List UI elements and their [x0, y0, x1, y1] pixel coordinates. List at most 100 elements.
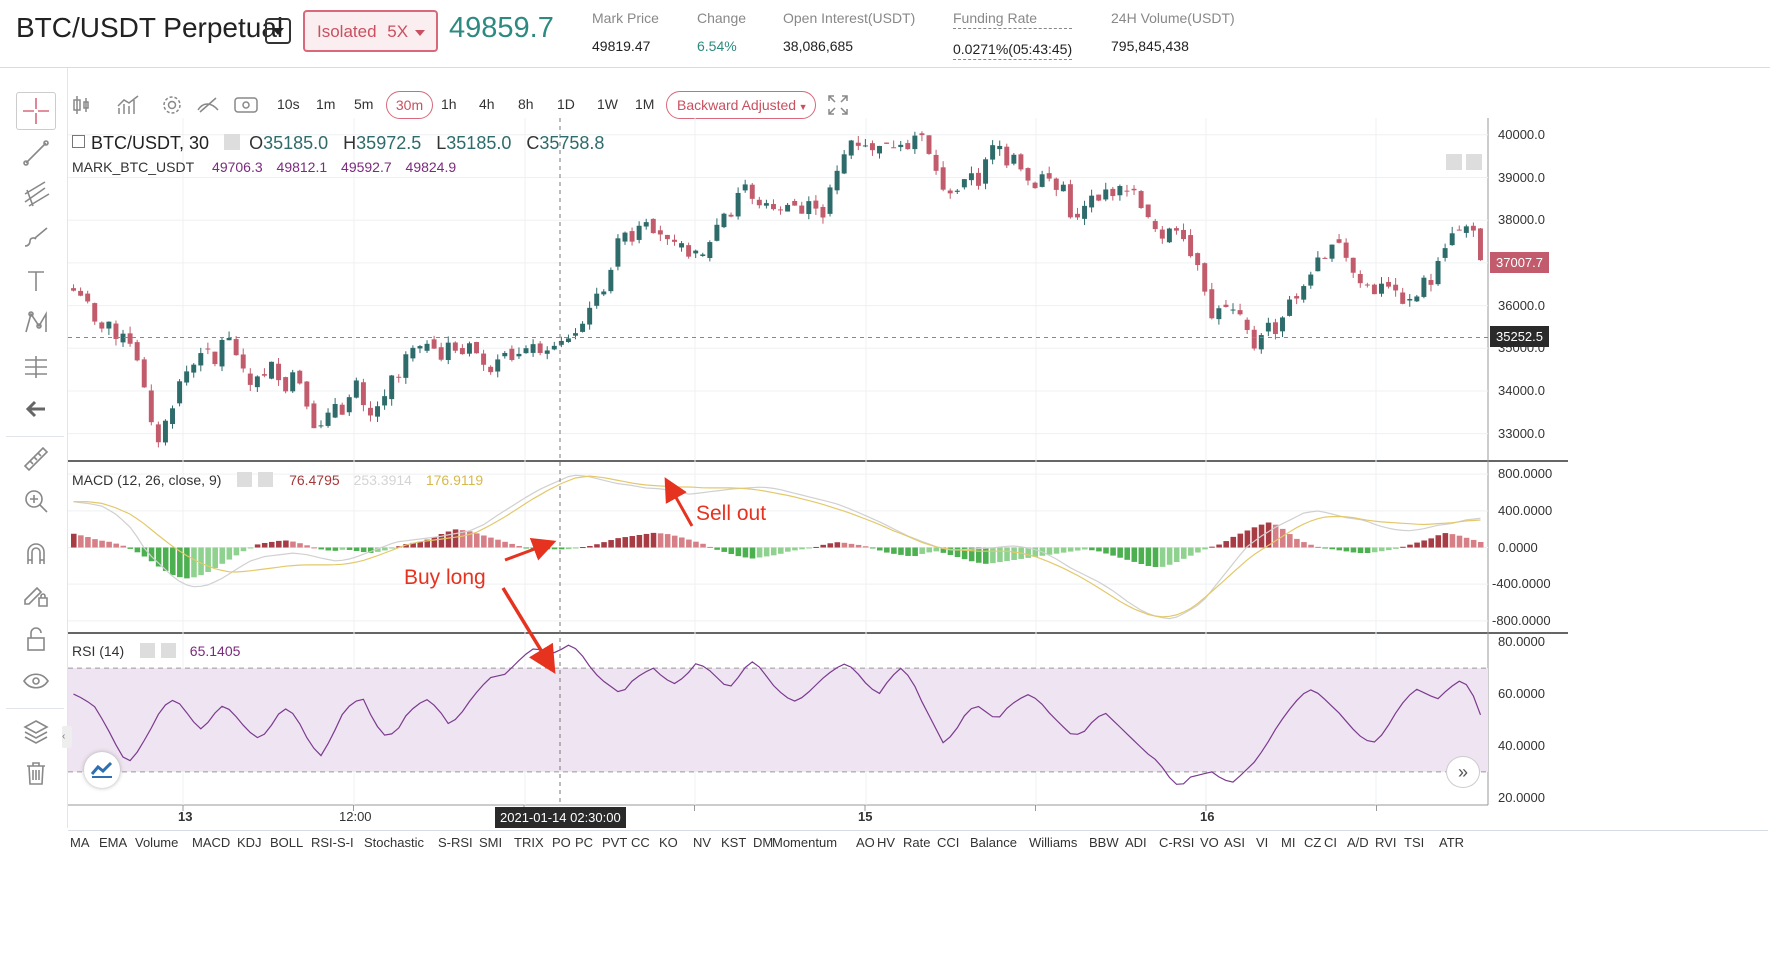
- indicator-momentum[interactable]: Momentum: [772, 835, 838, 850]
- crosshair-icon[interactable]: [16, 92, 56, 130]
- trend-line-icon[interactable]: [16, 134, 56, 172]
- scale-down-icon[interactable]: [1446, 154, 1462, 170]
- indicator-trix[interactable]: TRIX: [514, 835, 544, 850]
- settings-icon[interactable]: [224, 134, 241, 150]
- timeframe-30m[interactable]: 30m: [386, 91, 433, 119]
- indicator-s-rsi[interactable]: S-RSI: [438, 835, 473, 850]
- indicator-rvi[interactable]: RVI: [1375, 835, 1397, 850]
- indicator-adi[interactable]: ADI: [1125, 835, 1147, 850]
- timeframe-1h[interactable]: 1h: [441, 96, 457, 112]
- timeframe-1d[interactable]: 1D: [557, 96, 575, 112]
- timeframe-1w[interactable]: 1W: [597, 96, 618, 112]
- lock-drawings-icon[interactable]: [16, 576, 56, 614]
- fullscreen-icon[interactable]: [826, 94, 850, 116]
- indicator-stochastic[interactable]: Stochastic: [364, 835, 424, 850]
- close-icon[interactable]: [160, 643, 176, 658]
- timeframe-10s[interactable]: 10s: [277, 96, 300, 112]
- trash-icon[interactable]: [16, 754, 56, 792]
- indicator-pvt[interactable]: PVT: [602, 835, 628, 850]
- visibility-icon[interactable]: [234, 94, 258, 116]
- adjustment-dropdown[interactable]: Backward Adjusted ▼: [666, 91, 816, 119]
- candle-body: [205, 348, 211, 350]
- indicator-kst[interactable]: KST: [721, 835, 747, 850]
- indicator-volume[interactable]: Volume: [135, 835, 179, 850]
- indicator-balance[interactable]: Balance: [970, 835, 1017, 850]
- candle-body: [488, 366, 494, 373]
- candle-body: [869, 143, 875, 151]
- collapse-icon[interactable]: [72, 135, 85, 148]
- indicator-kdj[interactable]: KDJ: [237, 835, 262, 850]
- candle-body: [834, 170, 840, 191]
- indicator-a-d[interactable]: A/D: [1347, 835, 1369, 850]
- symbol-title: BTC/USDT Perpetual: [16, 12, 284, 43]
- close-icon[interactable]: [258, 472, 274, 487]
- back-arrow-icon[interactable]: [16, 390, 56, 428]
- indicator-ma[interactable]: MA: [70, 835, 90, 850]
- magnet-icon[interactable]: [16, 534, 56, 572]
- scale-up-icon[interactable]: [1466, 154, 1482, 170]
- indicator-vo[interactable]: VO: [1200, 835, 1219, 850]
- timeframe-5m[interactable]: 5m: [354, 96, 374, 112]
- candle-body: [417, 346, 423, 349]
- pitchfork-icon[interactable]: [16, 176, 56, 214]
- settings-icon[interactable]: [237, 472, 253, 487]
- indicator-rsi-s-i[interactable]: RSI-S-I: [311, 835, 354, 850]
- indicator-boll[interactable]: BOLL: [270, 835, 304, 850]
- eye-icon[interactable]: [16, 662, 56, 700]
- macd-bar: [629, 536, 636, 548]
- indicator-tsi[interactable]: TSI: [1404, 835, 1425, 850]
- macd-bar: [134, 547, 141, 553]
- indicator-smi[interactable]: SMI: [479, 835, 503, 850]
- text-icon[interactable]: [16, 262, 56, 300]
- indicator-ci[interactable]: CI: [1324, 835, 1337, 850]
- margin-mode-selector[interactable]: Isolated 5X: [303, 10, 438, 52]
- collapse-toolbar-handle[interactable]: ‹: [62, 726, 72, 748]
- indicator-williams[interactable]: Williams: [1029, 835, 1078, 850]
- indicator-ema[interactable]: EMA: [99, 835, 128, 850]
- candle-style-icon[interactable]: [70, 94, 94, 116]
- candle-body: [594, 293, 600, 306]
- indicator-dm[interactable]: DM: [753, 835, 774, 850]
- chevron-down-icon: [415, 30, 425, 36]
- indicator-cz[interactable]: CZ: [1304, 835, 1322, 850]
- indicator-bbw[interactable]: BBW: [1089, 835, 1119, 850]
- indicator-atr[interactable]: ATR: [1439, 835, 1465, 850]
- indicator-asi[interactable]: ASI: [1224, 835, 1245, 850]
- scroll-right-button[interactable]: »: [1446, 756, 1480, 788]
- stat-funding-rate[interactable]: Funding Rate 0.0271%(05:43:45): [953, 10, 1073, 60]
- compare-icon[interactable]: [196, 94, 220, 116]
- indicator-po[interactable]: PO: [552, 835, 571, 850]
- indicator-nv[interactable]: NV: [693, 835, 712, 850]
- indicator-mi[interactable]: MI: [1281, 835, 1296, 850]
- pattern-icon[interactable]: [16, 304, 56, 342]
- timeframe-4h[interactable]: 4h: [479, 96, 495, 112]
- indicator-c-rsi[interactable]: C-RSI: [1159, 835, 1195, 850]
- timeframe-1mo[interactable]: 1M: [635, 96, 655, 112]
- brush-icon[interactable]: [16, 218, 56, 256]
- indicator-vi[interactable]: VI: [1256, 835, 1269, 850]
- indicator-pc[interactable]: PC: [575, 835, 594, 850]
- settings-icon[interactable]: [160, 94, 184, 116]
- ruler-icon[interactable]: [16, 440, 56, 478]
- settings-icon[interactable]: [140, 643, 156, 658]
- indicator-ko[interactable]: KO: [659, 835, 678, 850]
- indicator-cci[interactable]: CCI: [937, 835, 960, 850]
- macd-bar: [488, 537, 494, 548]
- layers-icon[interactable]: [16, 712, 56, 750]
- indicator-rate[interactable]: Rate: [903, 835, 931, 850]
- macd-bar: [679, 537, 685, 548]
- symbol-dropdown-button[interactable]: [265, 18, 291, 44]
- macd-bar: [375, 547, 381, 552]
- lock-icon[interactable]: [16, 620, 56, 658]
- timeframe-8h[interactable]: 8h: [518, 96, 534, 112]
- zoom-in-icon[interactable]: [16, 482, 56, 520]
- candle-body: [290, 372, 296, 392]
- timeframe-1m[interactable]: 1m: [316, 96, 336, 112]
- indicator-ao[interactable]: AO: [856, 835, 875, 850]
- indicator-macd[interactable]: MACD: [192, 835, 231, 850]
- indicator-hv[interactable]: HV: [877, 835, 896, 850]
- indicators-icon[interactable]: [116, 94, 140, 116]
- indicator-cc[interactable]: CC: [631, 835, 650, 850]
- measure-lines-icon[interactable]: [16, 348, 56, 386]
